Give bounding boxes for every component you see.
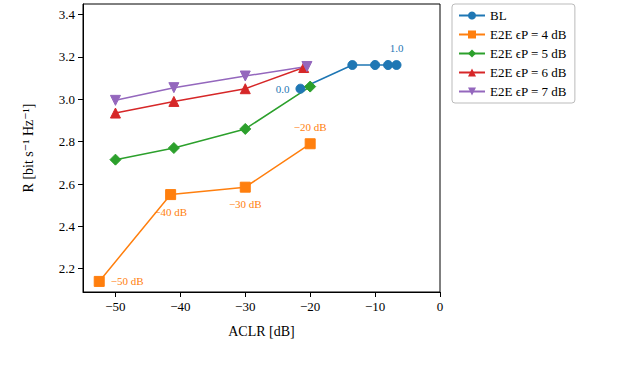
svg-text:R [bit s⁻¹ Hz⁻¹]: R [bit s⁻¹ Hz⁻¹] [21, 104, 36, 193]
svg-text:2.8: 2.8 [59, 134, 75, 149]
svg-text:2.2: 2.2 [59, 261, 75, 276]
svg-text:−30: −30 [235, 299, 255, 314]
svg-text:E2E ϵP = 7 dB: E2E ϵP = 7 dB [490, 84, 567, 99]
svg-text:−40 dB: −40 dB [154, 206, 187, 218]
svg-text:3.4: 3.4 [59, 7, 76, 22]
svg-text:−40: −40 [170, 299, 190, 314]
svg-text:E2E ϵP = 5 dB: E2E ϵP = 5 dB [490, 46, 567, 61]
svg-text:E2E ϵP = 4 dB: E2E ϵP = 4 dB [490, 27, 567, 42]
svg-text:−20: −20 [300, 299, 320, 314]
svg-text:−30 dB: −30 dB [229, 198, 262, 210]
svg-text:3.2: 3.2 [59, 49, 75, 64]
svg-text:−20 dB: −20 dB [294, 121, 327, 133]
svg-text:E2E ϵP = 6 dB: E2E ϵP = 6 dB [490, 65, 567, 80]
svg-text:ACLR [dB]: ACLR [dB] [228, 324, 295, 339]
svg-text:BL: BL [490, 8, 507, 23]
svg-text:−10: −10 [365, 299, 385, 314]
svg-text:2.6: 2.6 [59, 177, 76, 192]
svg-text:1.0: 1.0 [390, 42, 404, 54]
svg-text:3.0: 3.0 [59, 92, 75, 107]
svg-text:0: 0 [437, 299, 444, 314]
svg-text:−50: −50 [105, 299, 125, 314]
svg-text:0.0: 0.0 [276, 83, 290, 95]
svg-text:2.4: 2.4 [59, 219, 76, 234]
svg-text:−50 dB: −50 dB [111, 275, 144, 287]
